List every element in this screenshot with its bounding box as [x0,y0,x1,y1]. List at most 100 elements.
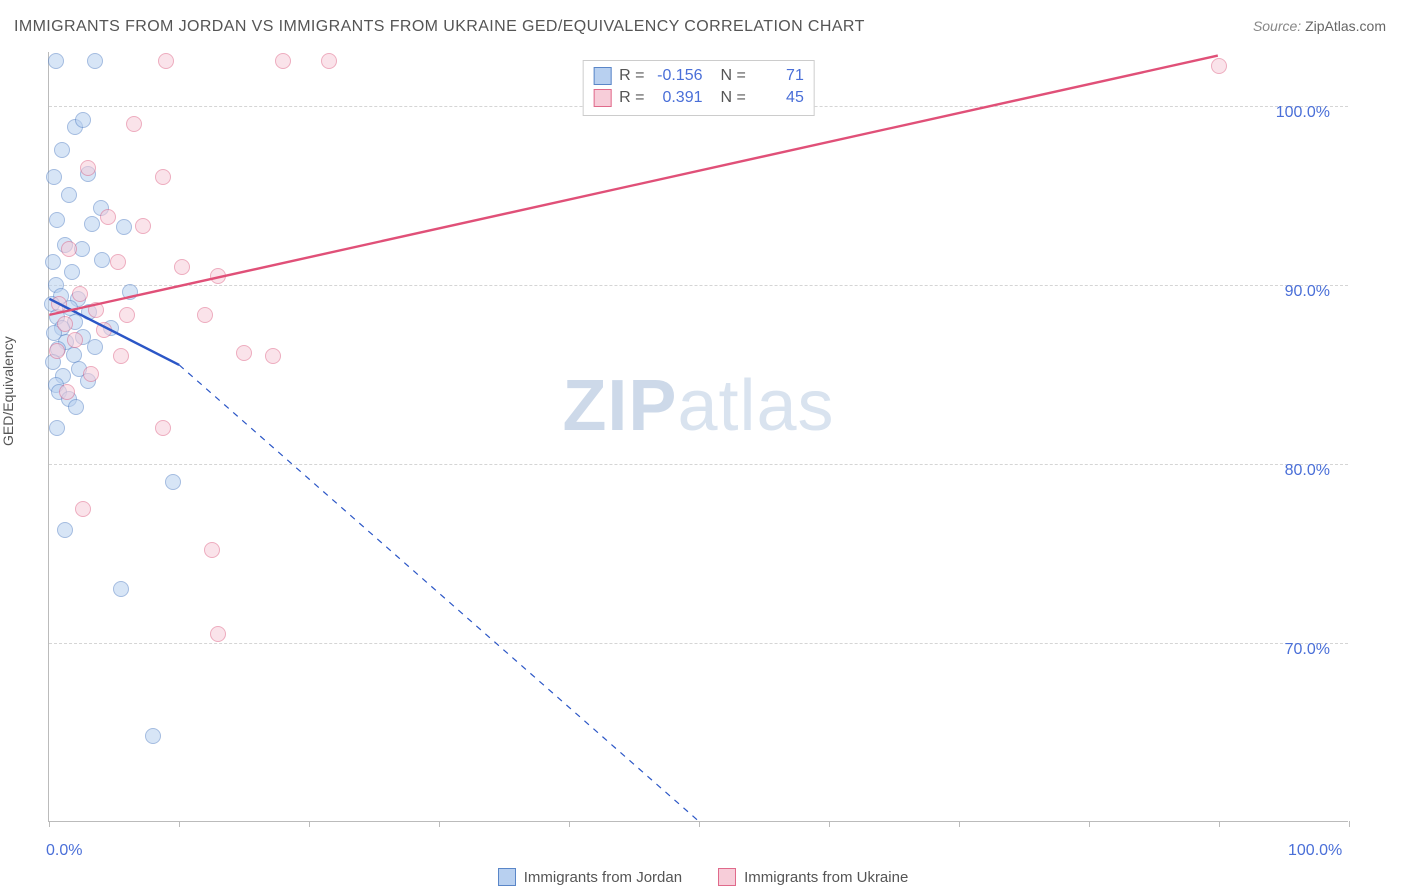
data-point [75,501,91,517]
data-point [165,474,181,490]
x-tick [309,821,310,827]
source-value: ZipAtlas.com [1305,18,1386,34]
data-point [54,142,70,158]
gridline [49,285,1348,286]
data-point [83,366,99,382]
y-tick-label: 90.0% [1285,283,1330,301]
swatch-ukraine-icon [593,89,611,107]
data-point [236,345,252,361]
r-value-jordan: -0.156 [653,65,703,87]
x-tick [569,821,570,827]
legend-row-jordan: R = -0.156 N = 71 [593,65,804,87]
x-tick [1089,821,1090,827]
data-point [51,296,67,312]
data-point [96,322,112,338]
y-tick-label: 80.0% [1285,462,1330,480]
data-point [126,116,142,132]
legend-label-jordan: Immigrants from Jordan [524,869,682,886]
data-point [80,160,96,176]
data-point [100,209,116,225]
data-point [49,420,65,436]
n-value-jordan: 71 [754,65,804,87]
data-point [145,728,161,744]
data-point [75,112,91,128]
data-point [46,169,62,185]
n-label: N = [721,65,746,87]
data-point [110,254,126,270]
data-point [72,286,88,302]
data-point [67,332,83,348]
x-tick [179,821,180,827]
data-point [57,316,73,332]
x-tick [439,821,440,827]
data-point [210,626,226,642]
r-value-ukraine: 0.391 [653,87,703,109]
r-label: R = [619,65,644,87]
data-point [122,284,138,300]
data-point [158,53,174,69]
gridline [49,464,1348,465]
data-point [59,384,75,400]
data-point [45,254,61,270]
data-point [61,187,77,203]
data-point [210,268,226,284]
r-label: R = [619,87,644,109]
data-point [155,420,171,436]
data-point [275,53,291,69]
data-point [94,252,110,268]
data-point [87,53,103,69]
data-point [265,348,281,364]
data-point [321,53,337,69]
x-tick [49,821,50,827]
watermark-zip: ZIP [562,366,677,446]
y-axis-label: GED/Equivalency [0,336,16,446]
data-point [68,399,84,415]
data-point [113,348,129,364]
data-point [49,343,65,359]
y-tick-label: 100.0% [1276,104,1330,122]
data-point [64,264,80,280]
source-attribution: Source: ZipAtlas.com [1253,18,1386,34]
n-value-ukraine: 45 [754,87,804,109]
scatter-plot-area: ZIPatlas R = -0.156 N = 71 R = 0.391 N =… [48,52,1348,822]
x-tick [699,821,700,827]
data-point [155,169,171,185]
x-tick-label: 0.0% [46,842,82,892]
data-point [88,302,104,318]
watermark-atlas: atlas [677,366,834,446]
legend-item-ukraine: Immigrants from Ukraine [718,868,908,886]
data-point [197,307,213,323]
data-point [49,212,65,228]
data-point [113,581,129,597]
data-point [204,542,220,558]
data-point [119,307,135,323]
data-point [48,53,64,69]
data-point [84,216,100,232]
data-point [116,219,132,235]
n-label: N = [721,87,746,109]
series-legend: Immigrants from Jordan Immigrants from U… [0,868,1406,886]
legend-item-jordan: Immigrants from Jordan [498,868,682,886]
x-tick [1219,821,1220,827]
data-point [1211,58,1227,74]
page-root: IMMIGRANTS FROM JORDAN VS IMMIGRANTS FRO… [0,0,1406,892]
legend-label-ukraine: Immigrants from Ukraine [744,869,908,886]
gridline [49,643,1348,644]
chart-title: IMMIGRANTS FROM JORDAN VS IMMIGRANTS FRO… [14,18,865,36]
correlation-legend: R = -0.156 N = 71 R = 0.391 N = 45 [582,60,815,116]
data-point [61,241,77,257]
y-tick-label: 70.0% [1285,641,1330,659]
data-point [135,218,151,234]
source-label: Source: [1253,18,1301,34]
watermark-text: ZIPatlas [562,365,834,447]
swatch-jordan-icon [498,868,516,886]
data-point [174,259,190,275]
swatch-jordan-icon [593,67,611,85]
data-point [57,522,73,538]
data-point [87,339,103,355]
x-tick [959,821,960,827]
legend-row-ukraine: R = 0.391 N = 45 [593,87,804,109]
swatch-ukraine-icon [718,868,736,886]
x-tick [1349,821,1350,827]
x-tick [829,821,830,827]
